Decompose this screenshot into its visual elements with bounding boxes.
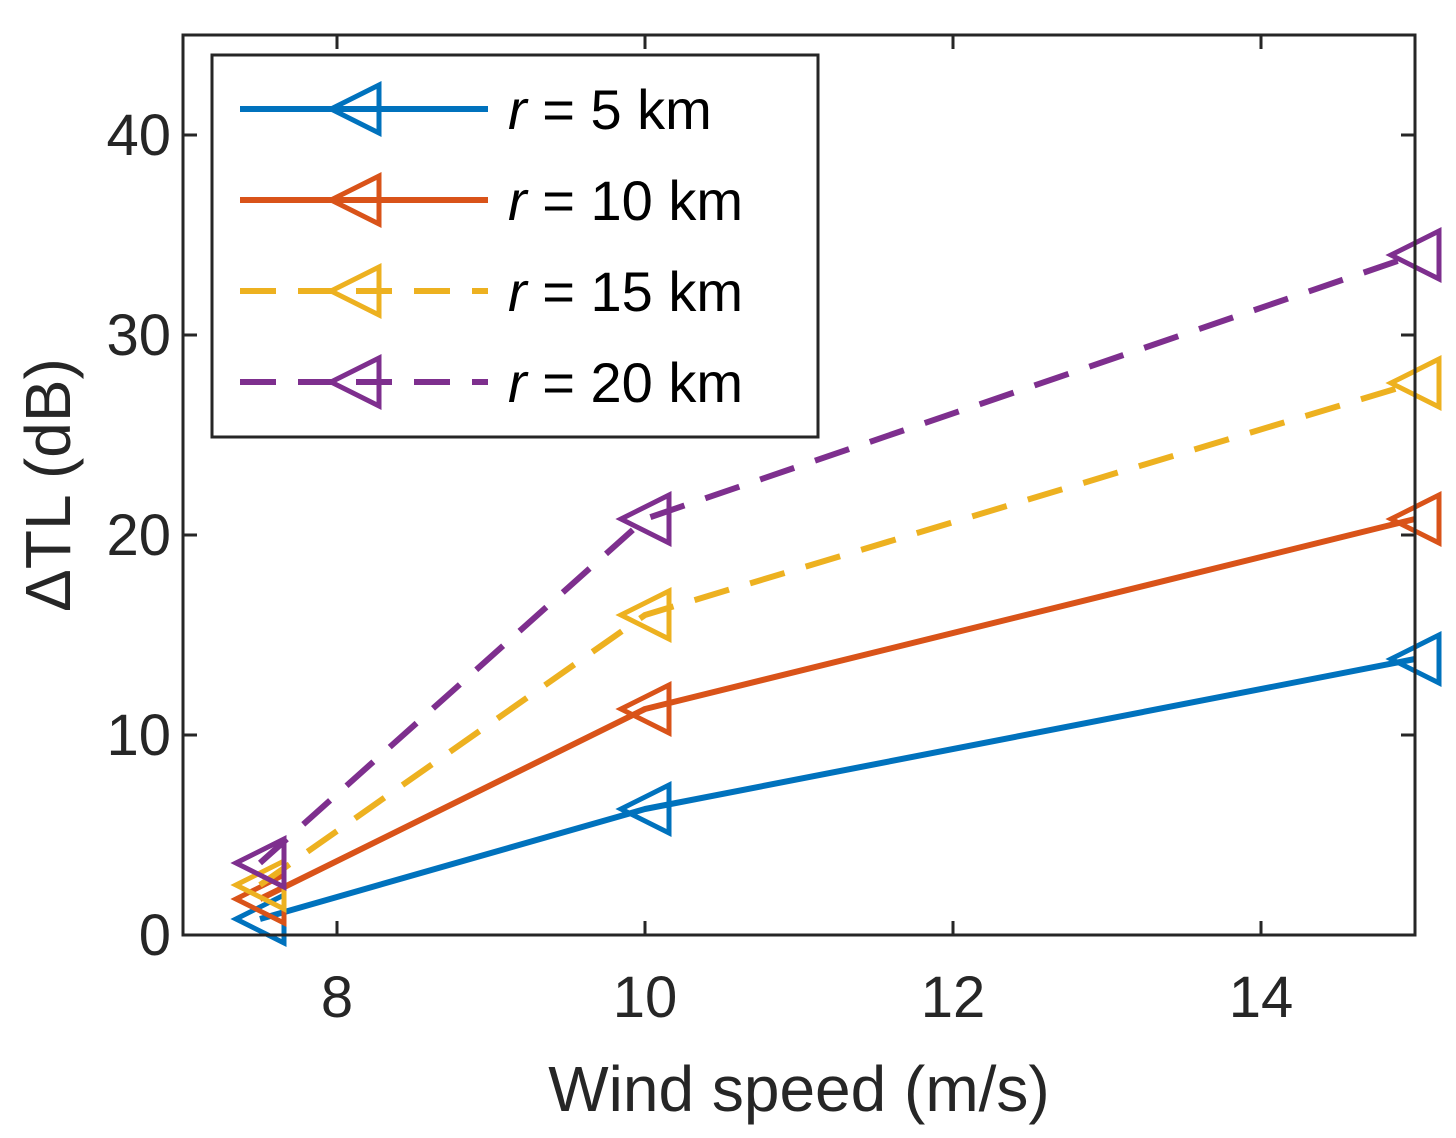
- data-point: [230, 834, 287, 892]
- series-line: [258, 252, 1416, 866]
- legend: r = 5 km r = 10 km r = 15 km r = 20 km: [210, 53, 820, 439]
- x-tick-label: 14: [1229, 965, 1294, 1030]
- legend-entry: r = 10 km: [240, 169, 743, 232]
- data-point: [615, 586, 672, 644]
- legend-label: r = 15 km: [508, 260, 743, 323]
- legend-box: [210, 53, 820, 439]
- y-tick-label: 0: [139, 903, 171, 968]
- data-point: [615, 490, 672, 548]
- data-point: [615, 780, 672, 838]
- legend-label: r = 10 km: [508, 169, 743, 232]
- data-point: [615, 680, 672, 738]
- x-axis-label: Wind speed (m/s): [548, 1053, 1049, 1125]
- x-tick-label: 12: [921, 965, 986, 1030]
- legend-marker: [325, 171, 382, 229]
- legend-entry: r = 20 km: [240, 351, 743, 414]
- x-tick-label: 10: [613, 965, 678, 1030]
- legend-marker: [325, 353, 382, 411]
- y-tick-label: 20: [106, 503, 171, 568]
- legend-marker: [325, 262, 382, 320]
- series-line: [258, 516, 1416, 902]
- legend-entry: r = 15 km: [240, 260, 743, 323]
- y-tick-label: 30: [106, 303, 171, 368]
- x-tick-label: 8: [321, 965, 353, 1030]
- series-line: [259, 656, 1416, 922]
- axis-ticks: 8 10 12 14 0 10 20 30 40: [106, 35, 1415, 1030]
- legend-entry: r = 5 km: [240, 78, 712, 141]
- legend-label: r = 5 km: [508, 78, 712, 141]
- legend-marker: [325, 80, 382, 138]
- axes-box: [181, 33, 1417, 937]
- series-line: [258, 380, 1416, 888]
- y-tick-label: 10: [106, 703, 171, 768]
- y-axis-label: ΔTL (dB): [12, 358, 84, 612]
- legend-label: r = 20 km: [508, 351, 743, 414]
- y-tick-label: 40: [106, 103, 171, 168]
